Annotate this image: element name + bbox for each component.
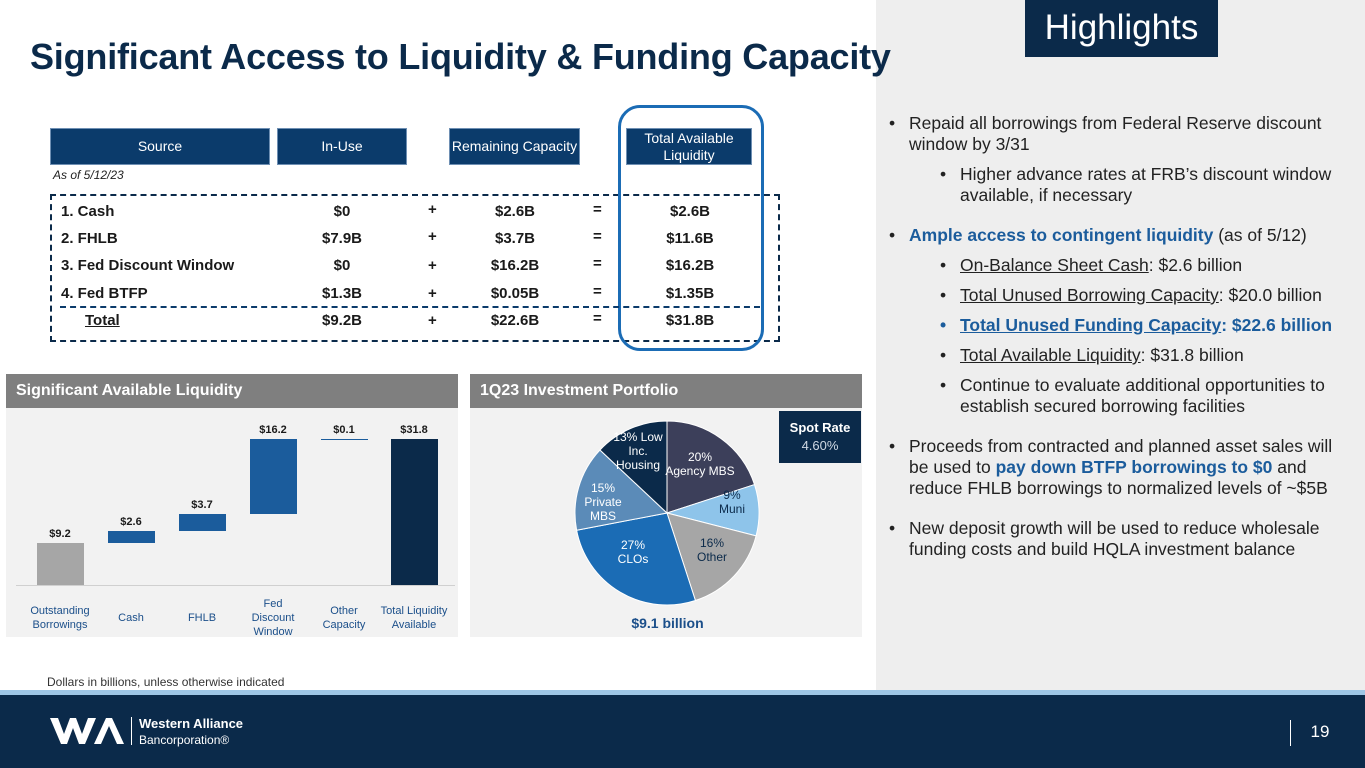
- bullet-available-liquidity: Total Available Liquidity: $31.8 billion: [940, 345, 1354, 366]
- pie-slice-label: 15% Private MBS: [584, 481, 622, 523]
- plus-sign: +: [428, 311, 437, 329]
- plus-sign: +: [428, 257, 437, 275]
- waterfall-data-label: $9.2: [49, 527, 71, 540]
- company-logo-icon: [50, 718, 124, 744]
- in-use-value: $7.9B: [321, 230, 363, 248]
- in-use-value: $9.2B: [321, 311, 363, 329]
- header-source: Source: [50, 128, 270, 165]
- investment-portfolio-pie-chart: 20% Agency MBS 9% Muni 16% Other 27% CLOs 15% Pri…: [574, 420, 760, 606]
- waterfall-category-label: Outstanding Borrowings: [30, 605, 90, 631]
- pie-slice-label: 16% Other: [697, 536, 727, 564]
- pie-slice: [576, 512, 697, 606]
- page-number: 19: [1310, 722, 1330, 741]
- page-divider: [1290, 720, 1291, 746]
- footer-accent-line: [0, 690, 1365, 695]
- total-column-highlight: [618, 105, 764, 351]
- equals-sign: =: [593, 282, 602, 300]
- pie-slice: [574, 449, 669, 531]
- equals-sign: =: [593, 309, 602, 327]
- in-use-value: $0: [333, 257, 351, 275]
- total-separator: [60, 306, 760, 308]
- bullet-evaluate-opportunities: Continue to evaluate additional opportun…: [940, 375, 1354, 417]
- header-in-use: In-Use: [277, 128, 407, 165]
- plus-sign: +: [428, 284, 437, 302]
- remaining-value: $22.6B: [490, 311, 540, 329]
- total-value: $16.2B: [665, 257, 715, 275]
- remaining-value: $0.05B: [490, 284, 540, 302]
- waterfall-category-label: FHLB: [187, 612, 217, 624]
- chart-baseline: [16, 585, 455, 586]
- waterfall-bar: [36, 542, 84, 585]
- waterfall-data-label: $3.7: [191, 498, 213, 511]
- bullet-repaid: Repaid all borrowings from Federal Reser…: [889, 113, 1354, 155]
- highlights-bullets: Repaid all borrowings from Federal Reser…: [889, 113, 1354, 560]
- plus-sign: +: [428, 201, 437, 218]
- in-use-value: $0: [333, 203, 351, 220]
- waterfall-bar: [107, 530, 155, 543]
- table-row-label: 1. Cash: [61, 203, 115, 220]
- bullet-funding-capacity: Total Unused Funding Capacity: $22.6 bil…: [940, 315, 1354, 336]
- waterfall-bar: [390, 439, 438, 585]
- remaining-value: $16.2B: [490, 257, 540, 275]
- bullet-borrowing-capacity: Total Unused Borrowing Capacity: $20.0 b…: [940, 285, 1354, 306]
- waterfall-bar: [249, 439, 297, 514]
- highlights-tag: Highlights: [1025, 0, 1218, 57]
- bullet-contingent-liquidity: Ample access to contingent liquidity (as…: [889, 225, 1354, 246]
- bullet-cash: On-Balance Sheet Cash: $2.6 billion: [940, 255, 1354, 276]
- equals-sign: =: [593, 228, 602, 246]
- logo-divider: [131, 717, 132, 745]
- total-row-label: Total: [85, 311, 120, 329]
- waterfall-category-label: Total Liquidity Available: [380, 605, 448, 631]
- portfolio-chart-header: 1Q23 Investment Portfolio: [470, 374, 862, 408]
- equals-sign: =: [593, 201, 602, 218]
- as-of-date: As of 5/12/23: [53, 168, 124, 182]
- liquidity-chart-body: [6, 408, 458, 637]
- company-subname: Bancorporation®: [139, 733, 230, 747]
- page-title: Significant Access to Liquidity & Fundin…: [30, 36, 891, 77]
- spot-rate-box: Spot Rate 4.60%: [779, 411, 861, 463]
- table-row-label: 2. FHLB: [61, 230, 118, 248]
- plus-sign: +: [428, 228, 437, 246]
- pie-slice: [666, 420, 756, 514]
- bullet-proceeds: Proceeds from contracted and planned ass…: [889, 436, 1354, 499]
- table-dashed-border: [50, 194, 780, 342]
- portfolio-total: $9.1 billion: [631, 615, 704, 631]
- total-value: $11.6B: [666, 230, 714, 248]
- bullet-deposit-growth: New deposit growth will be used to reduc…: [889, 518, 1354, 560]
- pie-slice: [599, 420, 668, 515]
- waterfall-bar: [320, 439, 368, 440]
- table-row-label: 4. Fed BTFP: [61, 284, 148, 302]
- footnote: Dollars in billions, unless otherwise in…: [47, 675, 285, 689]
- remaining-value: $3.7B: [494, 230, 536, 248]
- bullet-advance-rates: Higher advance rates at FRB’s discount w…: [940, 164, 1354, 206]
- liquidity-chart-header: Significant Available Liquidity: [6, 374, 458, 408]
- table-row-label: 3. Fed Discount Window: [61, 257, 235, 275]
- pie-slice-label: 13% Low Inc. Housing: [613, 430, 663, 472]
- pie-slice: [666, 512, 757, 602]
- waterfall-category-label: Fed Discount Window: [251, 598, 295, 638]
- equals-sign: =: [593, 255, 602, 273]
- waterfall-data-label: $16.2: [259, 424, 287, 437]
- header-remaining-capacity: Remaining Capacity: [449, 128, 580, 165]
- waterfall-data-label: $31.8: [400, 424, 428, 436]
- waterfall-bar: [178, 513, 226, 531]
- footer-bar: [0, 695, 1365, 768]
- spot-rate-label: Spot Rate: [789, 420, 851, 435]
- total-value: $1.35B: [665, 284, 715, 302]
- in-use-value: $1.3B: [321, 284, 363, 302]
- pie-slice-label: 27% CLOs: [618, 538, 649, 566]
- waterfall-data-label: $2.6: [120, 515, 142, 528]
- header-total-available-liquidity: Total Available Liquidity: [626, 128, 752, 165]
- pie-slice-label: 20% Agency MBS: [665, 450, 734, 478]
- waterfall-category-label: Cash: [118, 612, 144, 624]
- spot-rate-value: 4.60%: [801, 438, 839, 453]
- waterfall-category-label: Other Capacity: [322, 605, 366, 631]
- total-value: $31.8B: [665, 311, 715, 329]
- waterfall-data-label: $0.1: [333, 424, 355, 436]
- remaining-value: $2.6B: [494, 203, 536, 220]
- total-value: $2.6B: [669, 203, 711, 220]
- company-name: Western Alliance: [139, 716, 244, 731]
- pie-slice-label: 9% Muni: [719, 488, 745, 516]
